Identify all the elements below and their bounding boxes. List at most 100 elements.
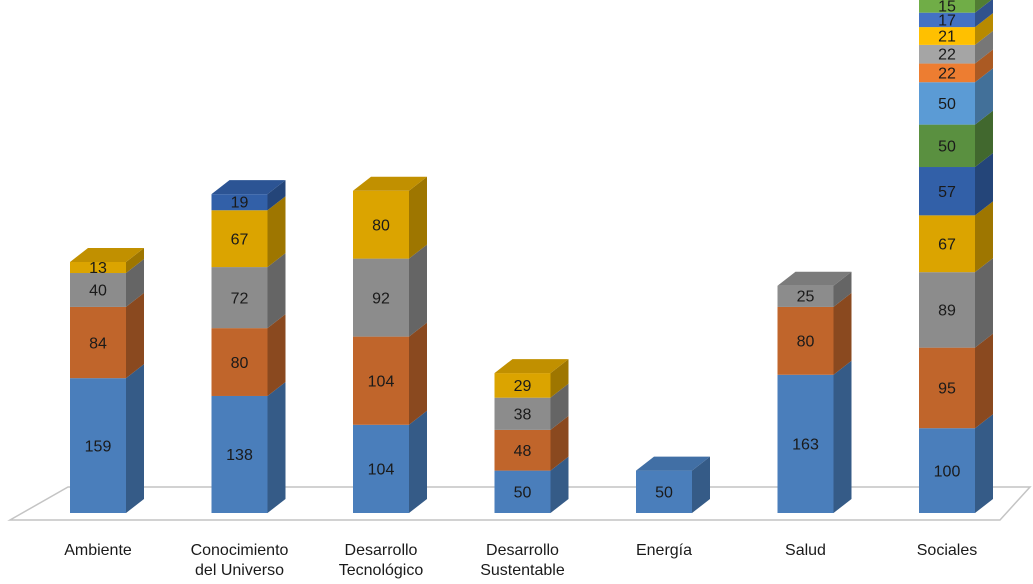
bar-segment <box>70 247 144 274</box>
bar-segment-side <box>550 383 569 430</box>
category-label: Conocimiento del Universo <box>191 542 289 579</box>
bar-segment-front <box>353 424 409 513</box>
bar-segment-front <box>211 210 268 268</box>
data-label: 67 <box>231 231 249 248</box>
bar-segment-front <box>211 267 268 329</box>
bar-segment-side <box>975 110 993 168</box>
bar-segment <box>70 364 144 513</box>
data-label: 50 <box>938 139 956 156</box>
bar-segment-front <box>919 428 975 513</box>
data-label: 22 <box>938 47 956 64</box>
data-label: 163 <box>792 437 819 454</box>
bar-segment-front <box>70 306 126 379</box>
bar-segment-front <box>494 397 551 430</box>
bar-segment-side <box>409 322 427 425</box>
data-label: 40 <box>89 283 107 300</box>
bar-segment-front <box>494 429 551 471</box>
bar-segment-side <box>409 410 427 513</box>
bar-segment <box>919 258 993 348</box>
bar-segment <box>353 244 427 337</box>
data-label: 29 <box>514 378 532 395</box>
data-label: 21 <box>938 28 956 45</box>
data-label: 38 <box>514 407 532 424</box>
data-label: 25 <box>797 289 815 306</box>
bar-segment-side <box>550 456 569 513</box>
bar-segment-front <box>636 470 692 513</box>
bar-segment-side <box>550 359 569 398</box>
chart-floor <box>7 486 1032 521</box>
data-label: 50 <box>514 485 532 502</box>
bar-segment <box>353 410 427 513</box>
data-label: 80 <box>372 217 390 234</box>
bar-segment <box>353 322 427 425</box>
bar-segment-side <box>126 292 144 379</box>
bar-segment <box>211 253 286 329</box>
bar-segment-front <box>211 395 268 513</box>
data-label: 50 <box>655 485 673 502</box>
category-label: Desarrollo Sustentable <box>480 542 565 579</box>
data-label: 80 <box>231 355 249 372</box>
bar-segment-side <box>975 30 993 64</box>
data-label: 48 <box>514 443 532 460</box>
bar-top-face <box>353 176 427 191</box>
bar-top-face <box>494 359 569 374</box>
bar-segment <box>211 381 286 513</box>
data-label: 80 <box>797 334 815 351</box>
bar-segment <box>919 49 993 83</box>
bar-segment <box>919 0 992 13</box>
bar-segment-side <box>267 180 286 211</box>
bar-segment <box>919 333 993 429</box>
bar-segment <box>211 196 286 268</box>
bar-segment-front <box>70 378 126 513</box>
bar-segment-side <box>267 196 286 268</box>
data-label: 95 <box>938 381 956 398</box>
bar-segment-side <box>975 333 993 429</box>
bar-segment-front <box>777 285 834 307</box>
bar-segment <box>919 13 993 45</box>
category-label: Ambiente <box>64 542 132 559</box>
bar-segment <box>636 456 710 513</box>
data-label: 22 <box>938 65 956 82</box>
bar-segment <box>777 292 852 375</box>
category-label: Salud <box>785 542 826 559</box>
bar-segment <box>494 383 569 430</box>
bar-segment-side <box>833 271 852 307</box>
bar-segment-side <box>126 364 144 513</box>
bar-segment-front <box>919 215 975 273</box>
bar-segment-side <box>126 259 144 307</box>
data-label: 89 <box>938 303 956 320</box>
bar-segment-side <box>975 0 993 28</box>
bar-segment-side <box>267 314 286 396</box>
data-label: 84 <box>89 335 107 352</box>
bar-segment-front <box>70 261 126 274</box>
bar-segment <box>919 153 993 216</box>
bar-segment <box>919 0 993 28</box>
bar-segment-side <box>126 247 144 274</box>
bar-segment-front <box>353 258 409 337</box>
bar-segment-front <box>919 124 975 168</box>
bar-segment-side <box>409 244 427 337</box>
bar-segment-side <box>975 49 993 83</box>
bar-segment <box>494 415 569 471</box>
data-label: 138 <box>226 447 253 464</box>
bar-segment <box>919 30 993 64</box>
bar-segment-side <box>975 153 993 216</box>
data-label: 104 <box>368 373 395 390</box>
bar-segment-side <box>833 360 852 513</box>
bar-segment-side <box>975 414 993 513</box>
bar-segment <box>919 414 993 513</box>
data-label: 57 <box>938 184 956 201</box>
bar-segment-side <box>409 176 427 259</box>
bar-segment-front <box>919 167 975 216</box>
bar-segment-front <box>919 63 975 83</box>
bar-segment-side <box>550 415 569 471</box>
bar-segment-side <box>975 68 993 125</box>
data-label: 92 <box>372 290 390 307</box>
category-label: Sociales <box>917 542 977 559</box>
bar-segment-front <box>919 347 975 429</box>
bar-segment <box>919 68 993 125</box>
bar-segment-front <box>211 194 268 211</box>
bar-segment-front <box>211 328 268 396</box>
